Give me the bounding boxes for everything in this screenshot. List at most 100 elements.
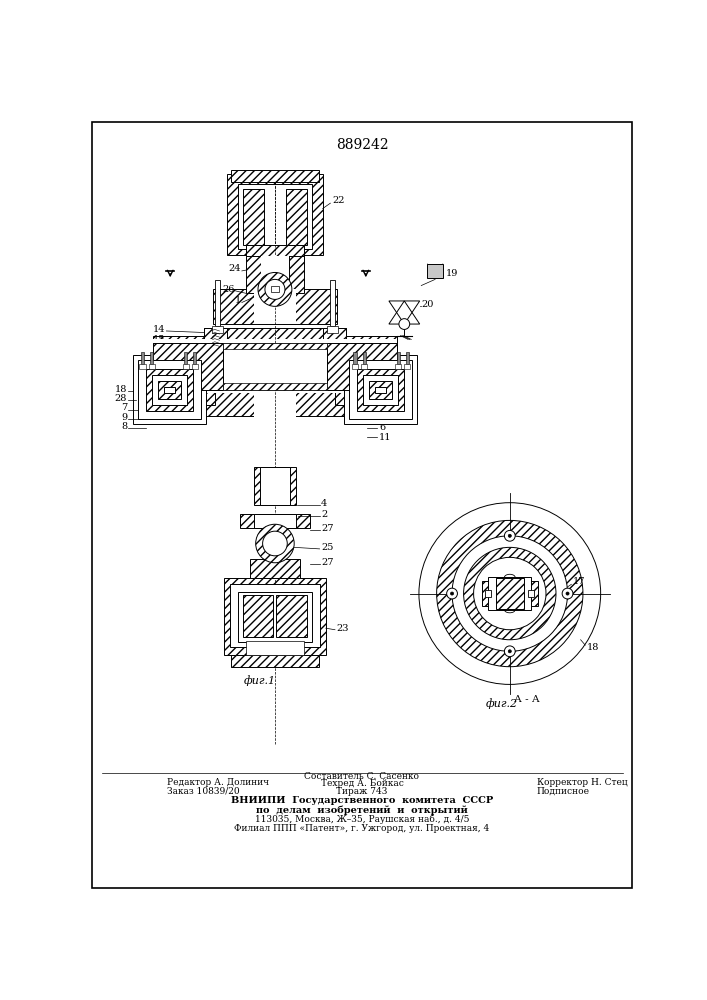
Text: 11: 11 xyxy=(379,433,392,442)
Bar xyxy=(184,352,187,364)
Bar xyxy=(223,383,327,389)
Circle shape xyxy=(258,272,292,306)
Bar xyxy=(288,251,304,293)
Bar xyxy=(363,352,366,364)
Bar xyxy=(223,343,327,389)
Text: 19: 19 xyxy=(446,269,458,278)
Bar xyxy=(271,286,279,292)
Bar xyxy=(223,343,327,349)
Bar xyxy=(254,351,296,505)
Bar xyxy=(397,352,399,364)
Bar xyxy=(482,581,537,606)
Bar xyxy=(193,352,197,364)
Text: Редактор А. Долинич: Редактор А. Долинич xyxy=(167,778,269,787)
Bar xyxy=(330,280,335,326)
Text: 889242: 889242 xyxy=(336,138,388,152)
Bar xyxy=(230,584,320,647)
Circle shape xyxy=(566,592,569,595)
Text: 22: 22 xyxy=(333,196,345,205)
Bar xyxy=(231,170,319,182)
Bar xyxy=(227,174,322,255)
Bar xyxy=(240,514,310,528)
Bar xyxy=(146,369,193,411)
Text: 28: 28 xyxy=(115,394,127,403)
Text: 6: 6 xyxy=(379,424,385,432)
Circle shape xyxy=(399,319,409,329)
Text: 26: 26 xyxy=(223,285,235,294)
Text: 27: 27 xyxy=(321,524,334,533)
Bar xyxy=(133,355,206,424)
Bar xyxy=(238,184,312,249)
Bar xyxy=(153,336,215,405)
Bar xyxy=(344,355,416,424)
Text: А - А: А - А xyxy=(514,695,539,704)
Text: Филиал ППП «Патент», г. Ужгород, ул. Проектная, 4: Филиал ППП «Патент», г. Ужгород, ул. Про… xyxy=(234,824,489,833)
Bar xyxy=(133,355,206,424)
Circle shape xyxy=(464,547,556,640)
Bar xyxy=(231,655,319,667)
Circle shape xyxy=(504,646,515,657)
Text: 18: 18 xyxy=(115,385,127,394)
Text: 3: 3 xyxy=(379,405,385,414)
Text: Заказ 10839/20: Заказ 10839/20 xyxy=(167,787,240,796)
Text: 27: 27 xyxy=(321,558,334,567)
Text: Тираж 743: Тираж 743 xyxy=(337,787,387,796)
Bar xyxy=(335,336,397,405)
Bar xyxy=(349,360,412,419)
Bar xyxy=(485,590,491,597)
Text: 16: 16 xyxy=(153,344,165,353)
Bar xyxy=(322,328,346,343)
Bar xyxy=(363,375,398,405)
Bar xyxy=(261,256,288,293)
Circle shape xyxy=(474,557,546,630)
Bar xyxy=(246,251,261,293)
Bar xyxy=(254,514,296,528)
Circle shape xyxy=(508,534,511,537)
Bar xyxy=(395,364,402,369)
Bar xyxy=(204,328,227,343)
Bar xyxy=(406,352,409,364)
Circle shape xyxy=(437,520,583,667)
Text: 10: 10 xyxy=(379,377,391,386)
Text: 8: 8 xyxy=(121,422,127,431)
Text: Техред А. Бойкас: Техред А. Бойкас xyxy=(320,779,404,788)
Text: 12: 12 xyxy=(379,387,392,396)
Bar xyxy=(369,381,392,399)
Bar xyxy=(489,577,532,610)
Bar xyxy=(254,466,296,505)
Text: 17: 17 xyxy=(573,578,585,586)
Bar xyxy=(496,578,524,609)
Text: фиг.1: фиг.1 xyxy=(243,675,276,686)
Circle shape xyxy=(504,530,515,541)
Bar xyxy=(153,343,223,389)
Bar xyxy=(138,360,201,419)
Text: 1: 1 xyxy=(235,296,241,305)
Bar xyxy=(259,466,291,505)
Text: Подписное: Подписное xyxy=(537,787,590,796)
Text: 18: 18 xyxy=(587,643,599,652)
Bar xyxy=(238,592,312,642)
Circle shape xyxy=(262,531,287,556)
Bar xyxy=(141,352,144,364)
Bar xyxy=(246,245,304,256)
Bar xyxy=(164,387,175,393)
Text: Составитель С. Сасенко: Составитель С. Сасенко xyxy=(305,772,419,781)
Text: Корректор Н. Стец: Корректор Н. Стец xyxy=(537,778,627,787)
Text: ВНИИПИ  Государственного  комитета  СССР: ВНИИПИ Государственного комитета СССР xyxy=(230,796,493,805)
Circle shape xyxy=(419,503,601,684)
Bar xyxy=(212,326,223,333)
Circle shape xyxy=(562,588,573,599)
Bar xyxy=(243,595,274,637)
Circle shape xyxy=(508,650,511,653)
Bar xyxy=(204,328,346,416)
Bar xyxy=(158,381,181,399)
Bar xyxy=(344,355,416,424)
Text: по  делам  изобретений  и  открытий: по делам изобретений и открытий xyxy=(256,805,468,815)
Bar xyxy=(182,364,189,369)
Text: 14: 14 xyxy=(153,325,165,334)
Circle shape xyxy=(265,279,285,299)
Text: 13: 13 xyxy=(379,414,392,423)
Text: 15: 15 xyxy=(153,335,165,344)
Circle shape xyxy=(452,536,568,651)
Text: 9: 9 xyxy=(121,413,127,422)
